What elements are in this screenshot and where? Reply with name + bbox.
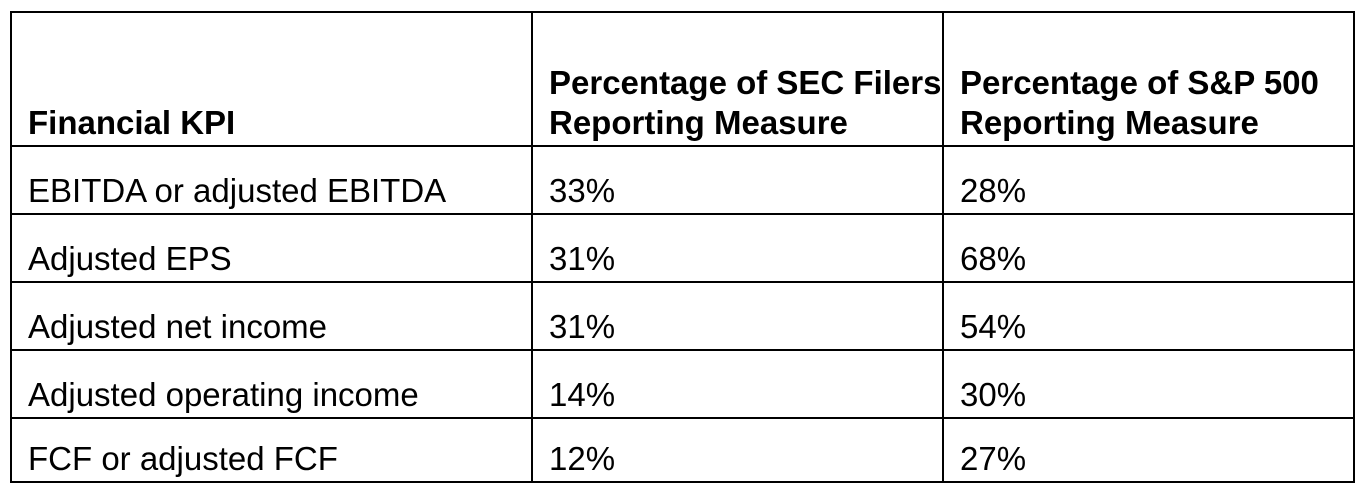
sec-filers-value-cell: 12% [531,417,944,483]
sec-filers-value-cell: 31% [531,213,944,283]
sp500-value-cell: 27% [942,417,1355,483]
sec-filers-value-cell: 31% [531,281,944,351]
table-header-row: Financial KPI Percentage of SEC Filers R… [10,11,1355,147]
sec-filers-value-cell: 14% [531,349,944,419]
sp500-value-cell: 54% [942,281,1355,351]
financial-kpi-table: Financial KPI Percentage of SEC Filers R… [10,11,1355,483]
table-row: Adjusted net income 31% 54% [10,281,1355,351]
kpi-name-cell: FCF or adjusted FCF [10,417,533,483]
sp500-value-cell: 28% [942,145,1355,215]
kpi-name-cell: Adjusted EPS [10,213,533,283]
sec-filers-value-cell: 33% [531,145,944,215]
sp500-value-cell: 30% [942,349,1355,419]
table-row: EBITDA or adjusted EBITDA 33% 28% [10,145,1355,215]
kpi-name-cell: Adjusted net income [10,281,533,351]
kpi-name-cell: EBITDA or adjusted EBITDA [10,145,533,215]
sp500-value-cell: 68% [942,213,1355,283]
table-row: FCF or adjusted FCF 12% 27% [10,417,1355,483]
header-sp500-percentage: Percentage of S&P 500 Reporting Measure [942,11,1355,147]
table-row: Adjusted operating income 14% 30% [10,349,1355,419]
table-row: Adjusted EPS 31% 68% [10,213,1355,283]
header-financial-kpi: Financial KPI [10,11,533,147]
kpi-name-cell: Adjusted operating income [10,349,533,419]
header-sec-filers-percentage: Percentage of SEC Filers Reporting Measu… [531,11,944,147]
